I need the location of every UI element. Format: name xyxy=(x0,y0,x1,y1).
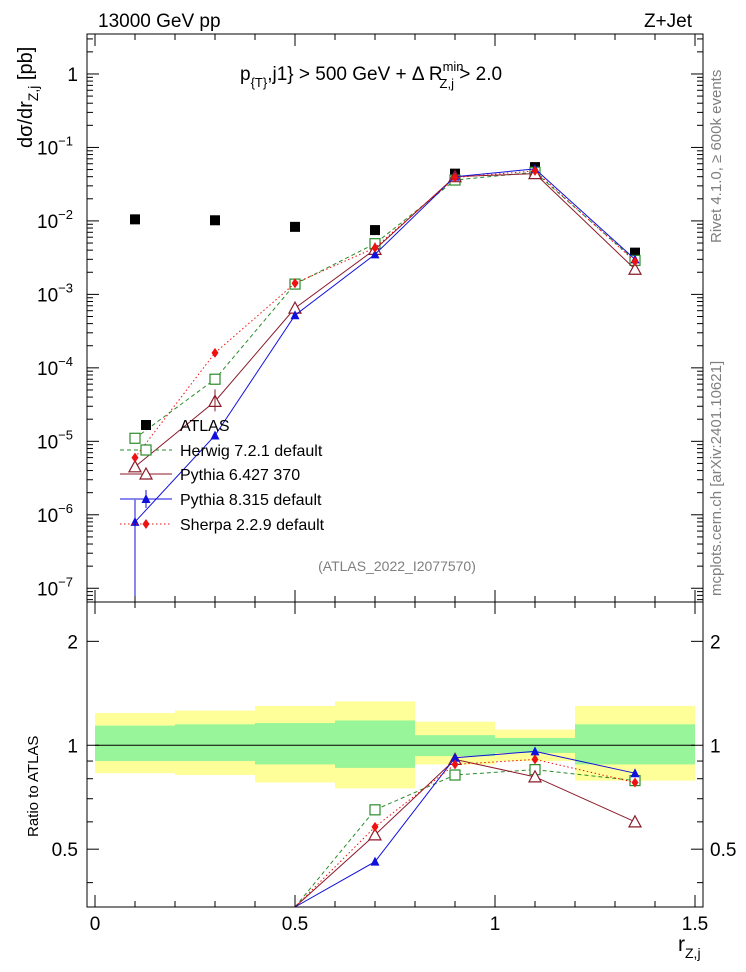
pythia6-marker xyxy=(527,769,543,783)
y-tick-label-main: 10−2 xyxy=(37,207,73,233)
cut-label: p{T},j1} > 500 GeV + Δ Rmin Z,j > 2.0 xyxy=(240,59,502,91)
y-tick-label-main: 10−4 xyxy=(37,354,73,380)
pythia8-marker xyxy=(210,430,220,440)
tick-exponent: −3 xyxy=(58,280,73,295)
y-axis-label-main: dσ/drZ,j [pb] xyxy=(15,47,41,148)
tick-mantissa: 1 xyxy=(67,65,78,86)
tick-mantissa: 10 xyxy=(37,285,58,306)
sherpa-marker xyxy=(451,759,459,770)
header-process: Z+Jet xyxy=(644,11,693,32)
pythia6-marker xyxy=(627,814,643,828)
atlas-marker xyxy=(210,215,220,226)
band-inner-bin xyxy=(575,724,695,765)
sherpa-marker xyxy=(451,172,459,183)
x-tick-label: 1.5 xyxy=(682,914,708,935)
x-tick-label: 1 xyxy=(490,914,501,935)
pythia8-marker xyxy=(290,310,300,320)
sherpa-ratio-line xyxy=(294,758,636,908)
tick-exponent: −2 xyxy=(58,207,73,222)
x-tick-label: 0 xyxy=(90,914,101,935)
sherpa-marker xyxy=(531,165,539,176)
sherpa-marker xyxy=(631,256,639,267)
tick-exponent: −4 xyxy=(58,354,73,369)
y-tick-label-ratio-right: 1 xyxy=(710,736,721,757)
analysis-watermark: (ATLAS_2022_I2077570) xyxy=(318,558,476,574)
y-tick-label-ratio-right: 2 xyxy=(710,632,721,653)
y-tick-label-main: 10−1 xyxy=(37,133,73,159)
y-tick-label-main: 10−3 xyxy=(37,280,73,306)
y-tick-label-ratio-left: 0.5 xyxy=(52,840,78,861)
y-tick-label-ratio-left: 2 xyxy=(67,632,78,653)
pythia8-marker xyxy=(450,752,460,762)
pythia8-marker xyxy=(630,768,640,778)
pythia6-marker xyxy=(138,466,154,480)
band-inner-bin xyxy=(255,723,335,765)
herwig-marker xyxy=(129,432,141,444)
pythia8-marker xyxy=(370,249,380,259)
band-inner-bin xyxy=(95,725,175,762)
mcplots-label: mcplots.cern.ch [arXiv:2401.10621] xyxy=(708,361,725,596)
sherpa-marker xyxy=(142,519,150,529)
sherpa-marker xyxy=(131,452,139,463)
band-inner-bin xyxy=(335,720,415,768)
legend: ATLAS Herwig 7.2.1 default Pythia 6.427 37… xyxy=(120,418,325,534)
sherpa-marker xyxy=(291,278,299,289)
atlas-marker xyxy=(290,221,300,232)
atlas-marker xyxy=(141,420,151,430)
header-energy: 13000 GeV pp xyxy=(98,11,221,32)
main-series xyxy=(127,162,643,602)
x-axis-label: rZ,j xyxy=(678,933,701,961)
y-axis-label-ratio: Ratio to ATLAS xyxy=(25,736,42,837)
pythia8-marker xyxy=(370,856,380,866)
atlas-marker xyxy=(630,247,640,258)
ratio-uncertainty-band xyxy=(95,701,695,789)
ratio-series xyxy=(294,746,643,908)
herwig-marker xyxy=(209,373,221,385)
legend-label: ATLAS xyxy=(180,418,230,435)
herwig-ratio-line xyxy=(294,769,636,908)
sherpa-marker xyxy=(211,347,219,358)
x-tick-label: 0.5 xyxy=(282,914,308,935)
legend-label: Pythia 6.427 370 xyxy=(180,467,300,484)
tick-exponent: −5 xyxy=(58,427,73,442)
tick-exponent: −1 xyxy=(58,133,73,148)
herwig-marker xyxy=(449,769,461,781)
tick-exponent: −7 xyxy=(58,574,73,589)
sherpa-marker xyxy=(531,754,539,765)
ratio-frame xyxy=(86,601,704,908)
y-tick-label-main: 10−7 xyxy=(37,574,73,600)
y-tick-label-ratio-left: 1 xyxy=(67,736,78,757)
tick-exponent: −6 xyxy=(58,501,73,516)
herwig-line xyxy=(134,171,636,439)
tick-mantissa: 10 xyxy=(37,138,58,159)
atlas-marker xyxy=(130,214,140,225)
tick-mantissa: 10 xyxy=(37,506,58,527)
band-inner-bin xyxy=(175,724,255,762)
rivet-label: Rivet 4.1.0, ≥ 600k events xyxy=(708,70,725,243)
herwig-marker xyxy=(140,444,152,456)
y-tick-label-ratio-right: 0.5 xyxy=(710,840,736,861)
tick-mantissa: 10 xyxy=(37,432,58,453)
y-tick-label-main: 10−6 xyxy=(37,501,73,527)
herwig-marker xyxy=(369,804,381,816)
y-tick-label-main: 1 xyxy=(67,65,78,86)
tick-mantissa: 10 xyxy=(37,212,58,233)
legend-label: Herwig 7.2.1 default xyxy=(180,443,323,460)
sherpa-marker xyxy=(371,821,379,832)
sherpa-marker xyxy=(631,777,639,788)
tick-mantissa: 10 xyxy=(37,579,58,600)
pythia8-marker xyxy=(530,746,540,756)
y-tick-label-main: 10−5 xyxy=(37,427,73,453)
sherpa-marker xyxy=(371,242,379,253)
pythia6-marker xyxy=(627,261,643,275)
tick-mantissa: 10 xyxy=(37,359,58,380)
atlas-marker xyxy=(370,225,380,236)
pythia6-marker xyxy=(367,827,383,841)
legend-label: Sherpa 2.2.9 default xyxy=(180,517,325,534)
pythia6-marker xyxy=(127,459,143,473)
sherpa-line xyxy=(134,170,636,458)
legend-label: Pythia 8.315 default xyxy=(180,492,322,509)
